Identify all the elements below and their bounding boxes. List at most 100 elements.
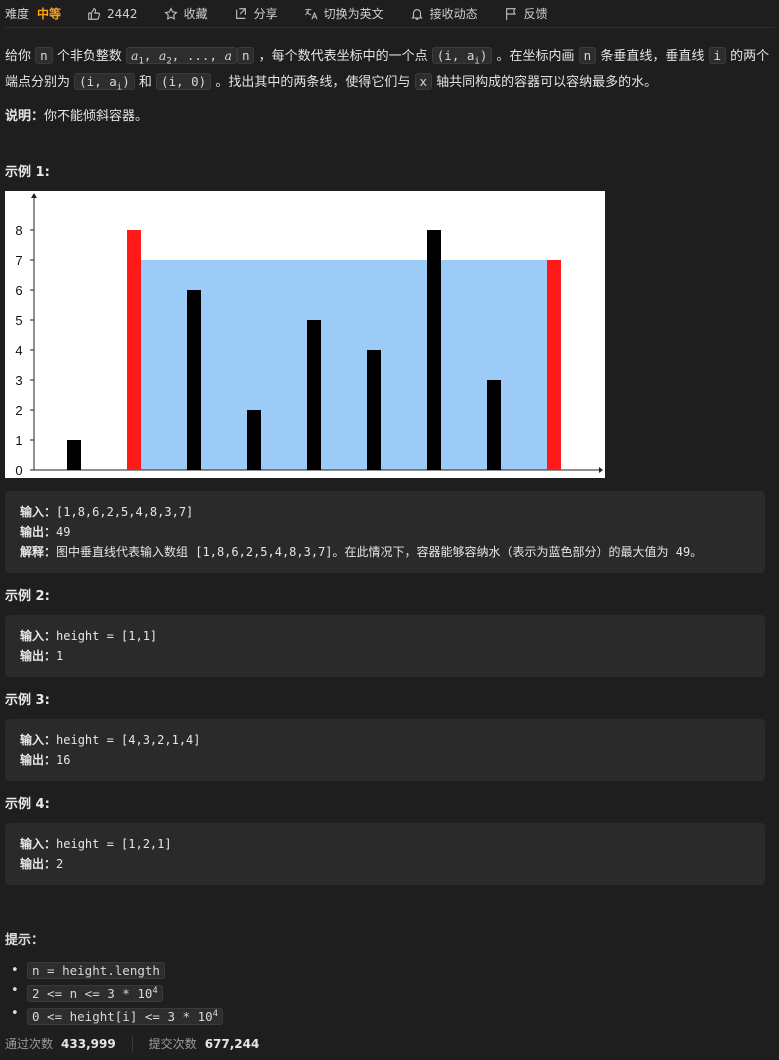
output-label: 输出： xyxy=(20,525,57,539)
desc-text: 轴共同构成的容器可以容纳最多的水。 xyxy=(436,74,658,90)
input-label: 输入： xyxy=(20,733,57,747)
example-4-output: 2 xyxy=(56,857,64,871)
code-n: n xyxy=(35,47,53,64)
y-tick-label: 2 xyxy=(15,403,22,418)
share-button[interactable]: 分享 xyxy=(234,5,278,22)
example-4-input-line: 输入：height = [1,2,1] xyxy=(20,834,750,854)
hint-code: 2 <= n <= 3 * 104 xyxy=(27,985,163,1003)
example-2-input: height = [1,1] xyxy=(56,629,158,643)
height-bar xyxy=(247,410,261,470)
output-label: 输出： xyxy=(20,857,57,871)
note-text: 你不能倾斜容器。 xyxy=(44,109,149,124)
y-axis-arrow xyxy=(31,193,37,198)
example-1-output-line: 输出：49 xyxy=(20,522,750,542)
example-3-output: 16 xyxy=(56,753,71,767)
explain-end: 。 xyxy=(690,545,703,559)
example-4-input: height = [1,2,1] xyxy=(56,837,172,851)
highlight-bar xyxy=(127,230,141,470)
output-label: 输出： xyxy=(20,753,57,767)
example-2-block: 输入：height = [1,1] 输出：1 xyxy=(5,615,765,677)
height-bar xyxy=(367,350,381,470)
y-tick-label: 6 xyxy=(15,283,22,298)
y-tick-label: 7 xyxy=(15,253,22,268)
feedback-button[interactable]: 反馈 xyxy=(504,5,548,22)
like-button[interactable]: 2442 xyxy=(87,7,138,21)
hint-item: 0 <= height[i] <= 3 * 104 xyxy=(11,1005,224,1027)
code-n-sub: n xyxy=(236,47,255,64)
flag-icon xyxy=(504,7,518,21)
code-a-sequence: a1, a2, ..., a xyxy=(125,47,237,67)
example-1-explain-line: 解释：图中垂直线代表输入数组 [1,8,6,2,5,4,8,3,7]。在此情况下… xyxy=(20,542,750,562)
y-tick-label: 4 xyxy=(15,343,22,358)
math-a: a xyxy=(224,48,232,63)
explain-text: 图中垂直线代表输入数组 xyxy=(56,545,189,559)
stats-divider xyxy=(131,1035,133,1052)
bell-icon xyxy=(410,7,424,21)
favorite-button[interactable]: 收藏 xyxy=(163,5,208,22)
y-tick-label: 5 xyxy=(15,313,22,328)
translate-icon xyxy=(304,7,318,21)
y-tick-label: 8 xyxy=(15,223,22,238)
input-label: 输入： xyxy=(20,505,57,519)
switch-language-label: 切换为英文 xyxy=(323,7,384,21)
hint-code: n = height.length xyxy=(27,962,165,979)
submitted-count: 677,244 xyxy=(204,1036,260,1051)
example-3-title: 示例 3: xyxy=(5,693,50,708)
hints-section: 提示： n = height.length 2 <= n <= 3 * 104 … xyxy=(5,929,224,1028)
desc-text: 条垂直线，垂直线 xyxy=(600,49,705,64)
thumbs-up-icon xyxy=(87,7,101,21)
desc-text: ，每个数代表坐标中的一个点 xyxy=(258,49,428,64)
code-point: (i, ai) xyxy=(431,47,493,67)
switch-language-button[interactable]: 切换为英文 xyxy=(304,5,384,22)
example-3-input-line: 输入：height = [4,3,2,1,4] xyxy=(20,730,750,750)
note-label: 说明： xyxy=(5,109,45,124)
math-dots: ... xyxy=(186,48,210,63)
explain-value: 49 xyxy=(675,545,691,559)
hint-code: 0 <= height[i] <= 3 * 104 xyxy=(27,1008,224,1026)
notify-button[interactable]: 接收动态 xyxy=(410,5,478,22)
example-2-output-line: 输出：1 xyxy=(20,646,750,666)
example-3-input: height = [4,3,2,1,4] xyxy=(56,733,201,747)
y-tick-label: 0 xyxy=(15,463,22,478)
highlight-bar xyxy=(547,260,561,470)
example-2-title: 示例 2: xyxy=(5,589,50,604)
example-2-output: 1 xyxy=(56,649,64,663)
y-tick-label: 1 xyxy=(15,433,22,448)
example-3-output-line: 输出：16 xyxy=(20,750,750,770)
container-chart: 0 1 2 3 4 5 6 7 8 xyxy=(15,193,603,478)
hint-text: 0 <= height[i] <= 3 * 10 xyxy=(32,1009,213,1025)
share-icon xyxy=(234,7,248,21)
point-end: ) xyxy=(479,48,488,63)
explain-text: 。在此情况下，容器能够容纳水（表示为蓝色部分）的最大值为 xyxy=(332,545,669,559)
passed-count: 433,999 xyxy=(61,1036,116,1051)
favorite-label: 收藏 xyxy=(183,7,208,21)
math-sub: i xyxy=(474,56,480,67)
example-1-output: 49 xyxy=(56,525,71,539)
example-4-output-line: 输出：2 xyxy=(20,854,750,874)
code-point: (i, ai) xyxy=(74,72,135,92)
likes-count: 2442 xyxy=(107,6,138,21)
example-4-block: 输入：height = [1,2,1] 输出：2 xyxy=(5,823,765,885)
star-icon xyxy=(163,6,178,21)
point-text: (i, a xyxy=(79,73,117,89)
notify-label: 接收动态 xyxy=(429,7,478,21)
hint-item: n = height.length xyxy=(11,962,223,981)
code-n: n xyxy=(578,47,597,64)
example-1-title: 示例 1: xyxy=(5,165,50,180)
code-i: i xyxy=(708,47,727,64)
code-x: x xyxy=(414,72,433,90)
note-line: 说明：你不能倾斜容器。 xyxy=(5,107,775,127)
desc-text: 的两个端点分别为 xyxy=(5,49,770,90)
explain-label: 解释： xyxy=(20,545,57,559)
desc-text: 。找出其中的两条线，使得它们与 xyxy=(215,74,411,90)
hints-list: n = height.length 2 <= n <= 3 * 104 0 <=… xyxy=(5,962,224,1027)
example-4-title: 示例 4: xyxy=(5,797,50,812)
difficulty-value: 中等 xyxy=(37,7,62,21)
x-axis-arrow xyxy=(599,467,603,473)
share-label: 分享 xyxy=(253,7,278,21)
desc-text: 和 xyxy=(138,74,152,90)
hint-text: 2 <= n <= 3 * 10 xyxy=(32,986,153,1002)
input-label: 输入： xyxy=(20,837,57,851)
